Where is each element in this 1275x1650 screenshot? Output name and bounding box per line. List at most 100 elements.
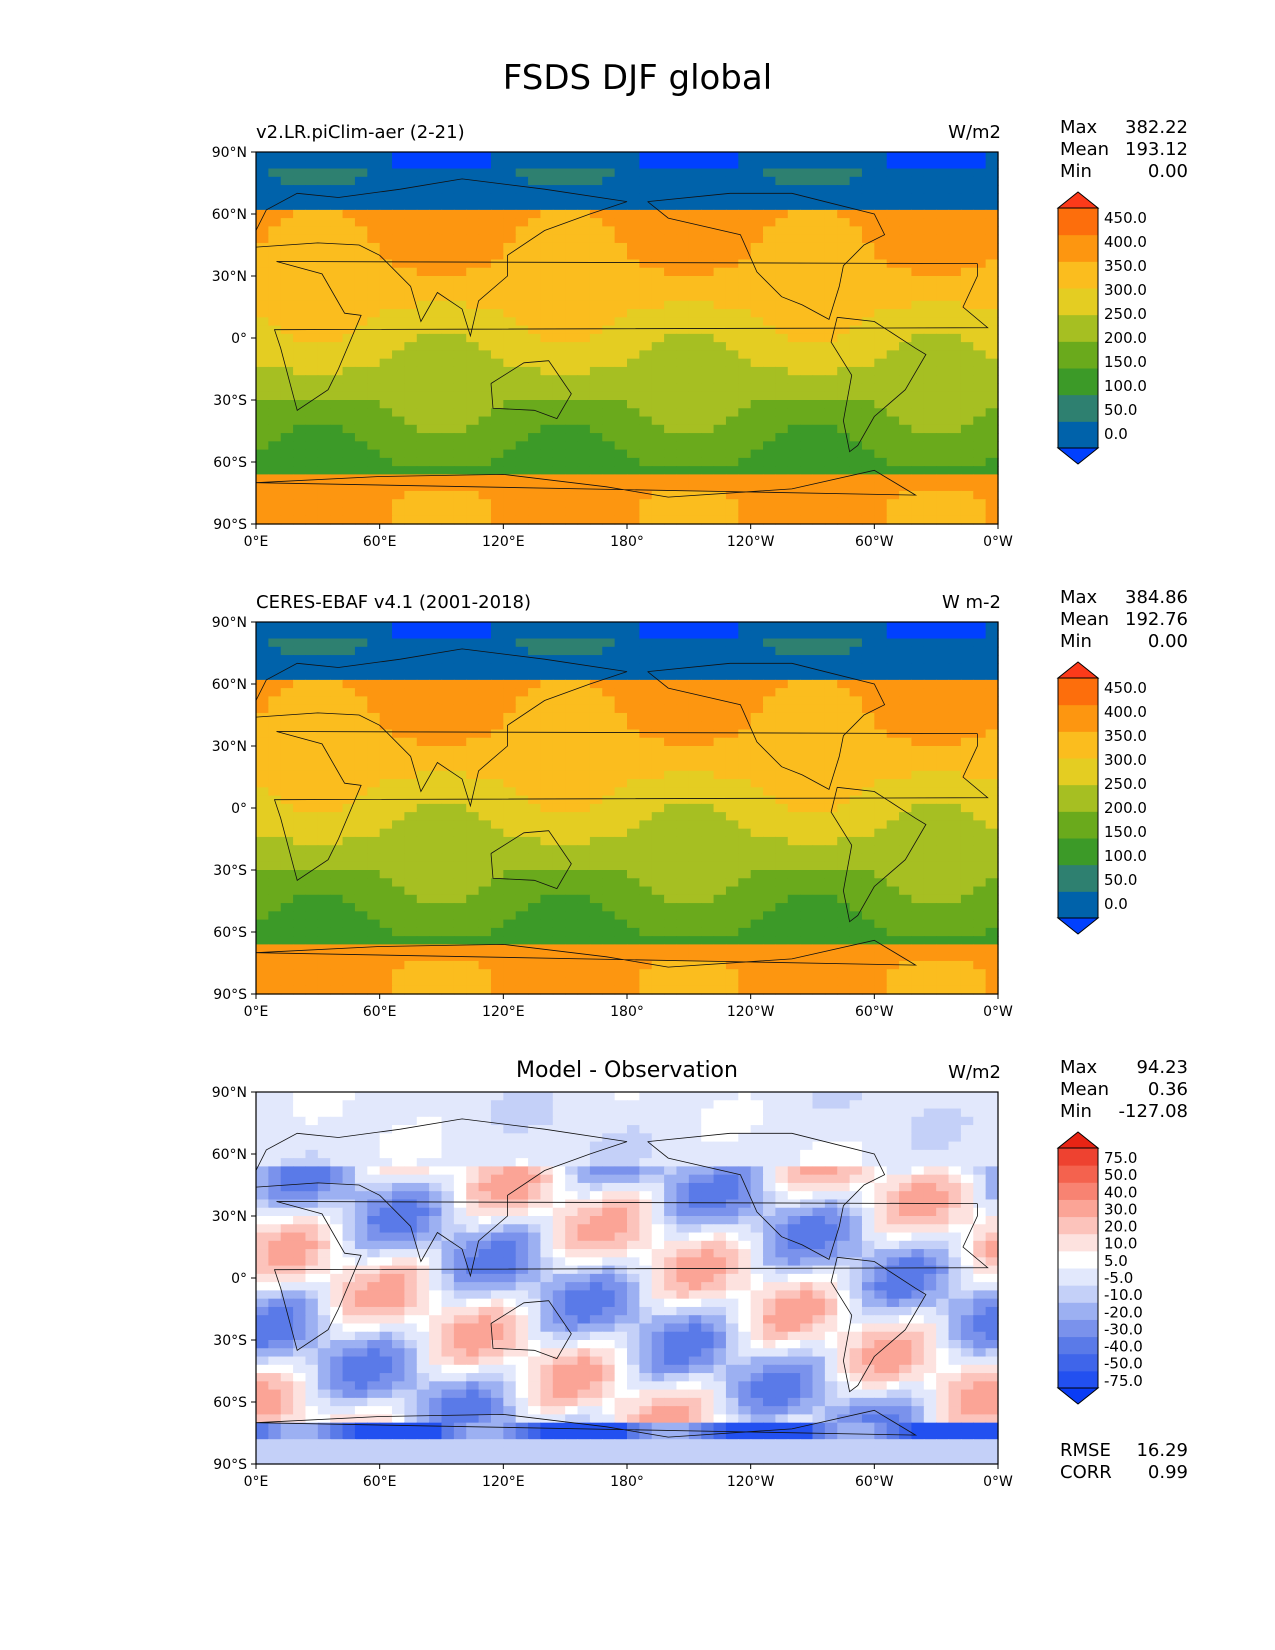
field-cell: [379, 176, 393, 186]
field-cell: [466, 424, 480, 434]
field-cell: [429, 795, 443, 805]
field-cell: [466, 646, 480, 656]
field-cell: [899, 622, 913, 631]
field-cell: [503, 679, 517, 689]
field-cell: [293, 424, 307, 434]
field-cell: [528, 490, 542, 500]
colorbar-tick-label: 200.0: [1104, 329, 1147, 347]
field-cell: [453, 737, 467, 747]
field-cell: [787, 861, 801, 871]
field-cell: [664, 176, 678, 186]
field-cell: [342, 433, 356, 442]
field-cell: [800, 416, 814, 426]
field-cell: [738, 696, 752, 706]
field-cell: [305, 828, 319, 838]
field-cell: [775, 424, 789, 434]
field-cell: [614, 342, 628, 351]
field-cell: [589, 209, 603, 219]
field-cell: [503, 457, 517, 467]
field-cell: [602, 400, 616, 409]
field-cell: [552, 712, 566, 722]
field-cell: [552, 737, 566, 747]
field-cell: [651, 828, 665, 838]
field-cell: [861, 185, 875, 194]
field-cell: [886, 160, 900, 170]
field-cell: [750, 366, 764, 376]
field-cell: [280, 267, 294, 277]
field-cell: [701, 499, 715, 509]
field-cell: [837, 333, 851, 343]
field-cell: [701, 168, 715, 178]
field-cell: [763, 449, 776, 459]
field-cell: [651, 226, 665, 236]
field-cell: [280, 284, 294, 294]
field-cell: [651, 168, 665, 178]
field-cell: [899, 350, 913, 360]
field-cell: [763, 185, 776, 194]
field-cell: [367, 424, 381, 434]
field-cell: [899, 655, 913, 664]
field-cell: [589, 408, 603, 418]
field-cell: [392, 201, 405, 211]
field-cell: [540, 828, 554, 838]
field-cell: [676, 416, 690, 426]
field-cell: [305, 787, 319, 797]
field-cell: [701, 350, 715, 360]
field-cell: [627, 185, 640, 194]
field-cell: [404, 671, 418, 681]
field-cell: [775, 704, 789, 714]
field-cell: [354, 721, 368, 731]
field-cell: [639, 853, 653, 863]
field-cell: [775, 712, 789, 722]
field-cell: [800, 466, 814, 475]
field-cell: [651, 152, 665, 161]
field-cell: [330, 754, 344, 764]
field-cell: [824, 803, 838, 813]
field-cell: [713, 721, 727, 731]
field-cell: [948, 845, 962, 855]
field-cell: [688, 655, 702, 664]
field-cell: [899, 762, 913, 772]
field-cell: [515, 721, 529, 731]
field-cell: [379, 638, 393, 648]
field-cell: [837, 457, 851, 467]
field-cell: [787, 482, 801, 492]
field-cell: [837, 746, 851, 755]
field-cell: [342, 358, 356, 368]
field-cell: [392, 358, 405, 368]
field-cell: [701, 919, 715, 929]
field-cell: [688, 499, 702, 509]
field-cell: [392, 284, 405, 294]
field-cell: [639, 408, 653, 418]
field-cell: [886, 704, 900, 714]
field-cell: [565, 218, 579, 227]
field-cell: [899, 234, 913, 244]
field-cell: [367, 762, 381, 772]
field-cell: [713, 259, 727, 269]
field-cell: [293, 152, 307, 161]
field-cell: [441, 919, 455, 929]
field-cell: [960, 679, 974, 689]
field-cell: [256, 185, 269, 194]
field-cell: [577, 209, 591, 219]
field-cell: [738, 795, 752, 805]
field-cell: [849, 300, 863, 310]
field-cell: [639, 729, 653, 739]
field-cell: [256, 383, 269, 393]
field-cell: [429, 466, 443, 475]
field-cell: [330, 267, 344, 277]
field-cell: [812, 779, 826, 788]
field-cell: [985, 622, 999, 631]
field-cell: [453, 201, 467, 211]
field-cell: [392, 630, 405, 640]
field-cell: [540, 878, 554, 888]
field-cell: [627, 276, 640, 285]
field-cell: [280, 333, 294, 343]
field-cell: [812, 317, 826, 327]
field-cell: [960, 696, 974, 706]
field-cell: [775, 515, 789, 525]
field-cell: [837, 688, 851, 697]
field-cell: [960, 919, 974, 929]
field-cell: [936, 803, 950, 813]
field-cell: [948, 762, 962, 772]
